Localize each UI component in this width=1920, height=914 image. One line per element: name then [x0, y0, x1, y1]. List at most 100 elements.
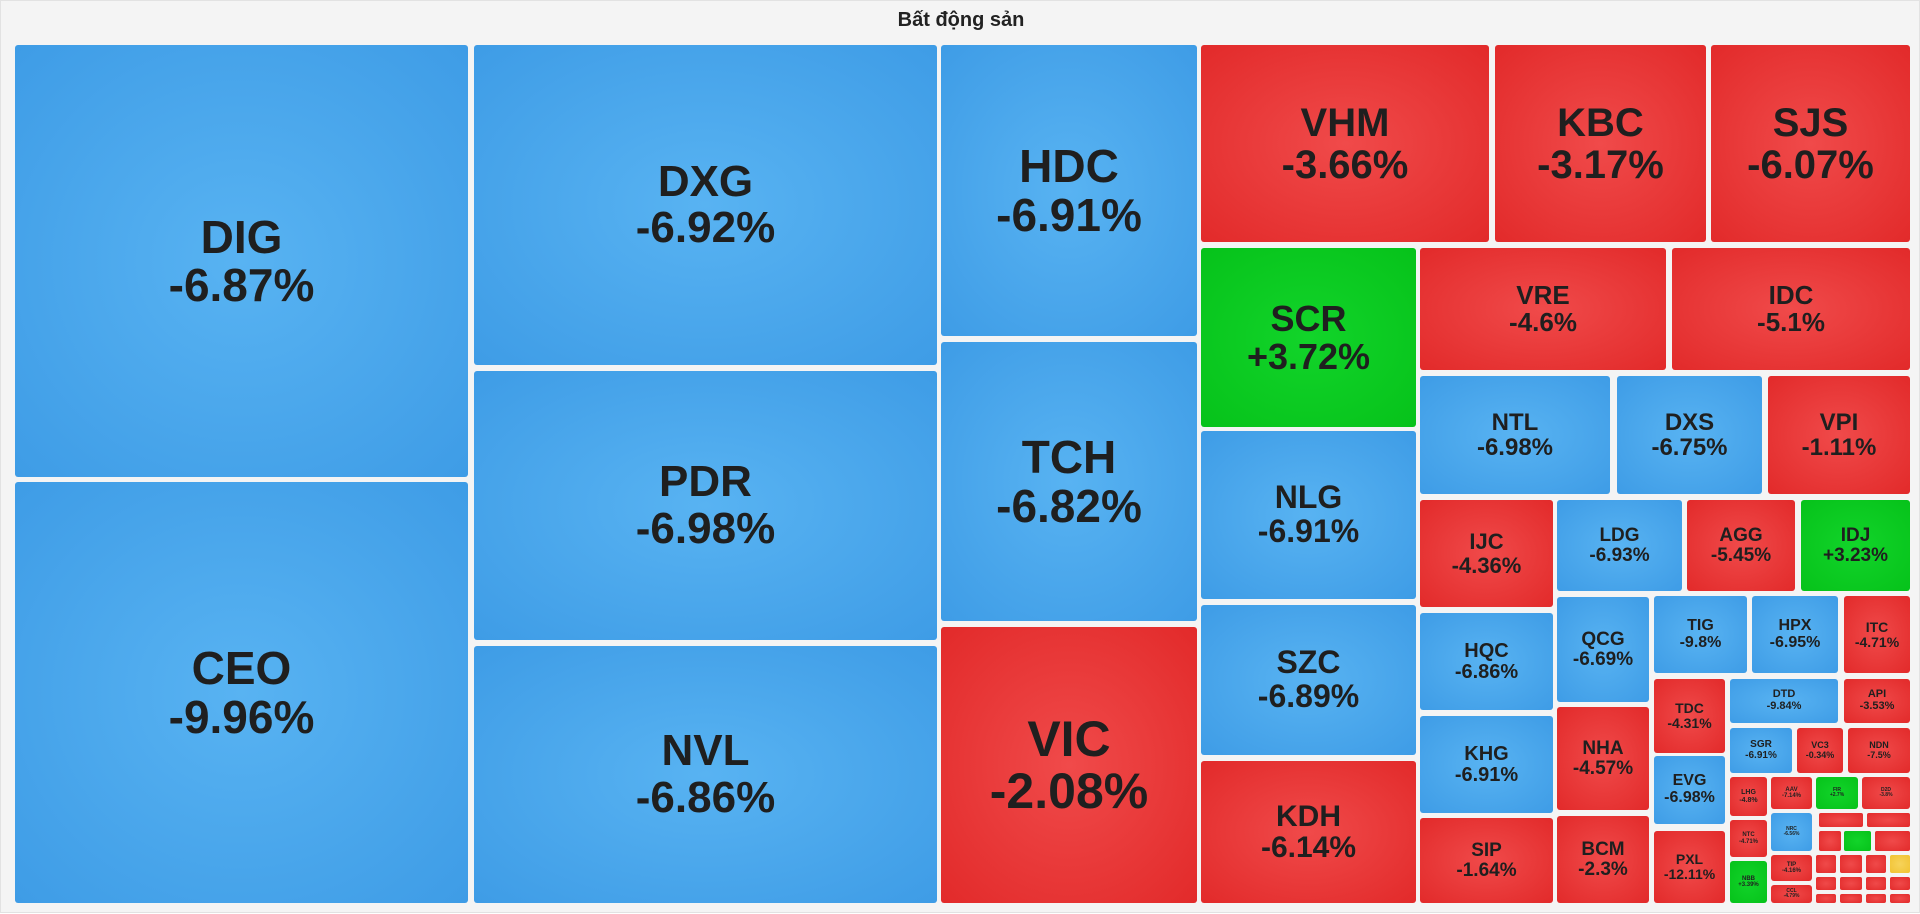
tile-change: -6.82%: [996, 479, 1142, 532]
tile-change: -2.08%: [989, 763, 1149, 819]
tile-symbol: DTD: [1772, 688, 1796, 701]
treemap-tile-nlg[interactable]: NLG -6.91%: [1201, 431, 1416, 599]
treemap-tile-small[interactable]: [1890, 855, 1910, 873]
treemap-tile-small[interactable]: [1867, 813, 1910, 827]
tile-change: -6.89%: [1257, 678, 1360, 714]
treemap-tile-nbb[interactable]: NBB +3.39%: [1730, 861, 1767, 903]
treemap-tile-tip[interactable]: TIP -4.16%: [1771, 855, 1812, 881]
treemap-tile-ldg[interactable]: LDG -6.93%: [1557, 500, 1682, 591]
treemap-tile-ntl[interactable]: NTL -6.98%: [1420, 376, 1610, 494]
treemap-tile-szc[interactable]: SZC -6.89%: [1201, 605, 1416, 755]
treemap-tile-small[interactable]: [1866, 877, 1886, 890]
treemap-tile-small[interactable]: [1819, 813, 1863, 827]
treemap-tile-small[interactable]: [1866, 894, 1886, 903]
tile-symbol: NVL: [661, 726, 750, 776]
tile-symbol: ITC: [1865, 618, 1889, 635]
treemap-tile-dxg[interactable]: DXG -6.92%: [474, 45, 937, 365]
treemap-tile-d2d[interactable]: D2D -3.8%: [1862, 777, 1910, 809]
tile-change: -6.95%: [1769, 633, 1821, 651]
tile-symbol: CCL: [1786, 887, 1797, 894]
treemap-tile-scr[interactable]: SCR +3.72%: [1201, 248, 1416, 427]
treemap-tile-itc[interactable]: ITC -4.71%: [1844, 596, 1910, 673]
tile-change: -3.53%: [1859, 700, 1895, 712]
treemap-tile-ndn[interactable]: NDN -7.5%: [1848, 728, 1910, 773]
treemap-tile-aav[interactable]: AAV -7.14%: [1771, 777, 1812, 809]
treemap-tile-hqc[interactable]: HQC -6.86%: [1420, 613, 1553, 710]
tile-symbol: AAV: [1785, 786, 1798, 793]
treemap-tile-idc[interactable]: IDC -5.1%: [1672, 248, 1910, 370]
treemap-tile-small[interactable]: [1875, 831, 1910, 851]
tile-symbol: VHM: [1300, 100, 1390, 145]
treemap-tile-pdr[interactable]: PDR -6.98%: [474, 371, 937, 640]
tile-symbol: VIC: [1027, 710, 1111, 767]
treemap-tile-ceo[interactable]: CEO -9.96%: [15, 482, 468, 903]
tile-symbol: API: [1867, 688, 1887, 701]
tile-symbol: NDN: [1869, 740, 1889, 751]
treemap-tile-vc3[interactable]: VC3 -0.34%: [1797, 728, 1843, 773]
tile-symbol: DXS: [1664, 408, 1715, 436]
tile-symbol: DXG: [657, 156, 754, 206]
tile-symbol: PDR: [659, 457, 752, 507]
treemap-tile-qcg[interactable]: QCG -6.69%: [1557, 597, 1649, 702]
treemap-tile-sip[interactable]: SIP -1.64%: [1420, 818, 1553, 903]
treemap-tile-small[interactable]: [1819, 831, 1841, 851]
treemap-tile-bcm[interactable]: BCM -2.3%: [1557, 816, 1649, 903]
treemap-tile-ntc[interactable]: NTC -4.71%: [1730, 820, 1767, 857]
tile-change: -6.87%: [168, 259, 315, 311]
treemap-tile-kbc[interactable]: KBC -3.17%: [1495, 45, 1706, 242]
treemap-tile-agg[interactable]: AGG -5.45%: [1687, 500, 1795, 591]
treemap-tile-pxl[interactable]: PXL -12.11%: [1654, 831, 1725, 903]
treemap-tile-small[interactable]: [1890, 877, 1910, 890]
treemap-tile-tig[interactable]: TIG -9.8%: [1654, 596, 1747, 673]
tile-change: -4.71%: [1738, 838, 1758, 845]
treemap-tile-vic[interactable]: VIC -2.08%: [941, 627, 1197, 903]
tile-symbol: SJS: [1772, 100, 1849, 145]
treemap-tile-dtd[interactable]: DTD -9.84%: [1730, 679, 1838, 723]
treemap-tile-small[interactable]: [1840, 877, 1862, 890]
treemap-tile-small[interactable]: [1866, 855, 1886, 873]
treemap-tile-small[interactable]: [1844, 831, 1871, 851]
tile-symbol: NLG: [1274, 479, 1343, 516]
treemap-tile-small[interactable]: [1890, 894, 1910, 903]
treemap-tile-vhm[interactable]: VHM -3.66%: [1201, 45, 1489, 242]
treemap-tile-small[interactable]: [1840, 894, 1862, 903]
treemap-tile-hpx[interactable]: HPX -6.95%: [1752, 596, 1838, 673]
treemap-tile-tch[interactable]: TCH -6.82%: [941, 342, 1197, 621]
treemap-tile-dxs[interactable]: DXS -6.75%: [1617, 376, 1762, 494]
treemap-tile-nvl[interactable]: NVL -6.86%: [474, 646, 937, 903]
treemap-tile-ccl[interactable]: CCL -4.79%: [1771, 885, 1812, 903]
tile-change: -9.84%: [1766, 700, 1802, 712]
treemap-tile-fir[interactable]: FIR +2.7%: [1816, 777, 1858, 809]
treemap-tile-small[interactable]: [1816, 894, 1836, 903]
treemap-tile-lhg[interactable]: LHG -4.8%: [1730, 777, 1767, 816]
tile-symbol: LHG: [1741, 789, 1756, 797]
treemap-tile-small[interactable]: [1816, 855, 1836, 873]
tile-symbol: NHA: [1582, 737, 1624, 759]
treemap-tile-nha[interactable]: NHA -4.57%: [1557, 707, 1649, 810]
treemap-tile-evg[interactable]: EVG -6.98%: [1654, 756, 1725, 824]
treemap-tile-vpi[interactable]: VPI -1.11%: [1768, 376, 1910, 494]
treemap-tile-hdc[interactable]: HDC -6.91%: [941, 45, 1197, 336]
tile-symbol: HDC: [1019, 140, 1119, 193]
treemap-tile-api[interactable]: API -3.53%: [1844, 679, 1910, 723]
treemap-tile-ijc[interactable]: IJC -4.36%: [1420, 500, 1553, 607]
treemap-tile-small[interactable]: [1840, 855, 1862, 873]
treemap-tile-sgr[interactable]: SGR -6.91%: [1730, 728, 1792, 773]
tile-symbol: BCM: [1581, 838, 1625, 860]
treemap-tile-kdh[interactable]: KDH -6.14%: [1201, 761, 1416, 903]
treemap-tile-small[interactable]: [1816, 877, 1836, 890]
treemap-tile-sjs[interactable]: SJS -6.07%: [1711, 45, 1910, 242]
treemap-tile-nrc[interactable]: NRC -6.56%: [1771, 813, 1812, 851]
tile-change: -6.98%: [1664, 789, 1715, 806]
treemap-tile-khg[interactable]: KHG -6.91%: [1420, 716, 1553, 813]
treemap-tile-dig[interactable]: DIG -6.87%: [15, 45, 468, 477]
treemap-tile-vre[interactable]: VRE -4.6%: [1420, 248, 1666, 370]
tile-change: +3.23%: [1823, 544, 1888, 566]
treemap-tile-tdc[interactable]: TDC -4.31%: [1654, 679, 1725, 753]
tile-symbol: DIG: [200, 210, 283, 263]
tile-change: -7.14%: [1781, 793, 1801, 799]
tile-change: +3.39%: [1738, 882, 1759, 888]
tile-symbol: KBC: [1557, 100, 1644, 145]
tile-symbol: TCH: [1021, 431, 1117, 484]
treemap-tile-idj[interactable]: IDJ +3.23%: [1801, 500, 1910, 591]
